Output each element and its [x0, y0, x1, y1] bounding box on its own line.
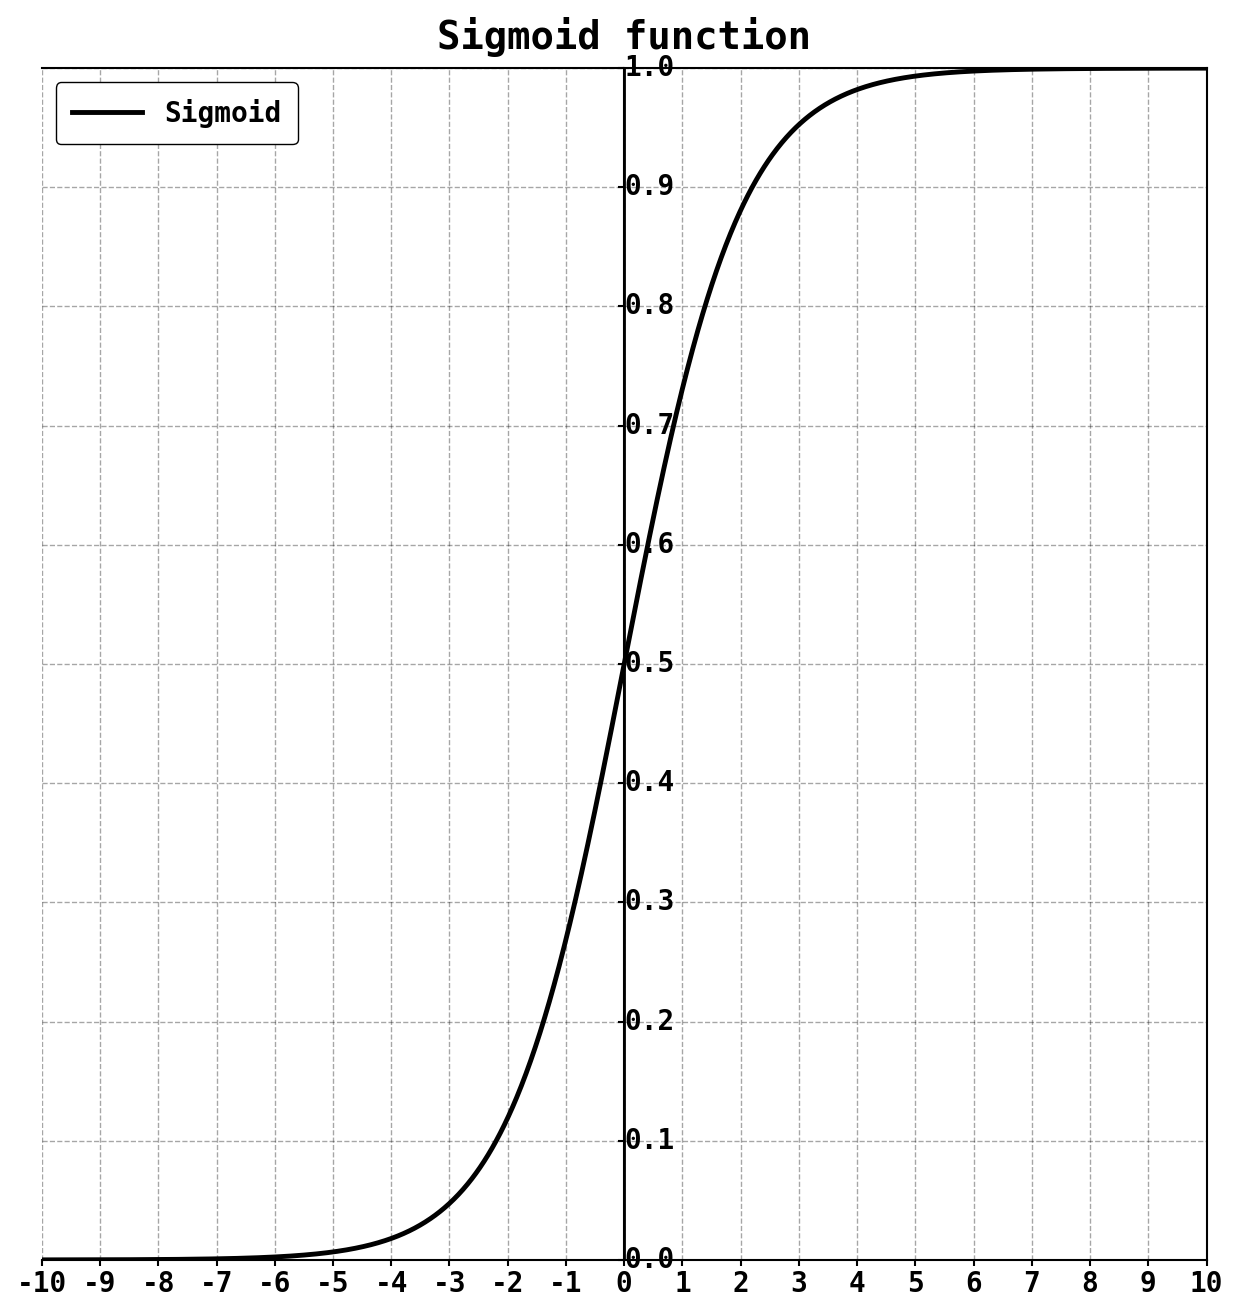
Sigmoid [94, 1252, 109, 1268]
Legend: Sigmoid: Sigmoid [56, 82, 298, 145]
Sigmoid [600, 738, 615, 753]
Sigmoid [35, 1252, 50, 1268]
Text: 0.2: 0.2 [625, 1007, 675, 1035]
Text: 1.0: 1.0 [625, 54, 675, 82]
Text: 0.3: 0.3 [625, 889, 675, 917]
Sigmoid [570, 884, 585, 899]
Sigmoid [951, 64, 966, 80]
Text: 0.9: 0.9 [625, 174, 675, 201]
Line: Sigmoid: Sigmoid [42, 68, 1207, 1260]
Text: 0.1: 0.1 [625, 1127, 675, 1155]
Sigmoid [1164, 60, 1179, 76]
Sigmoid [1199, 60, 1214, 76]
Text: 0.5: 0.5 [625, 650, 675, 679]
Text: 0.6: 0.6 [625, 531, 675, 559]
Title: Sigmoid function: Sigmoid function [438, 17, 811, 57]
Text: 0.8: 0.8 [625, 292, 675, 321]
Text: 0.0: 0.0 [625, 1245, 675, 1274]
Sigmoid [1166, 60, 1180, 76]
Text: 0.7: 0.7 [625, 412, 675, 439]
Text: 0.4: 0.4 [625, 769, 675, 797]
